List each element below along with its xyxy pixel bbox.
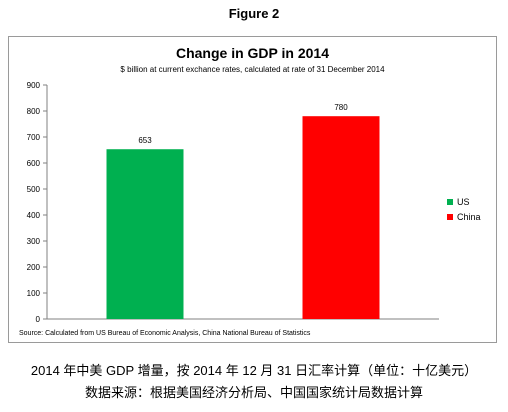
caption-line-1: 2014 年中美 GDP 增量，按 2014 年 12 月 31 日汇率计算（单…: [30, 363, 478, 378]
figure-label: Figure 2: [228, 6, 280, 21]
legend-entry-us: US: [447, 197, 470, 207]
bar-us: [106, 149, 184, 319]
chart-subtitle: $ billion at current exchance rates, cal…: [120, 65, 385, 74]
y-tick-label: 700: [27, 133, 41, 142]
legend-swatch-china: [447, 214, 453, 220]
legend-label-china: China: [457, 212, 481, 222]
y-tick-label: 200: [27, 263, 41, 272]
y-tick-label: 500: [27, 185, 41, 194]
legend-swatch-us: [447, 199, 453, 205]
y-tick-label: 900: [27, 81, 41, 90]
chart-title: Change in GDP in 2014: [175, 45, 329, 61]
chart-container: Change in GDP in 2014 $ billion at curre…: [8, 36, 497, 343]
chart-source-note: Source: Calculated from US Bureau of Eco…: [19, 330, 311, 337]
y-tick-label: 400: [27, 211, 41, 220]
bar-chart-plot: 0 100 200 300 400 500 600 700 800 900 653 780: [27, 81, 439, 324]
legend-entry-china: China: [447, 212, 481, 222]
y-tick-label: 600: [27, 159, 41, 168]
data-label-us: 653: [138, 136, 152, 145]
y-tick-label: 800: [27, 107, 41, 116]
data-label-china: 780: [334, 103, 348, 112]
y-tick-label: 300: [27, 237, 41, 246]
y-tick-label: 100: [27, 289, 41, 298]
y-tick-label: 0: [36, 315, 41, 324]
bar-china: [302, 116, 380, 319]
caption-line-2: 数据来源：根据美国经济分析局、中国国家统计局数据计算: [84, 385, 423, 400]
legend-label-us: US: [457, 197, 470, 207]
